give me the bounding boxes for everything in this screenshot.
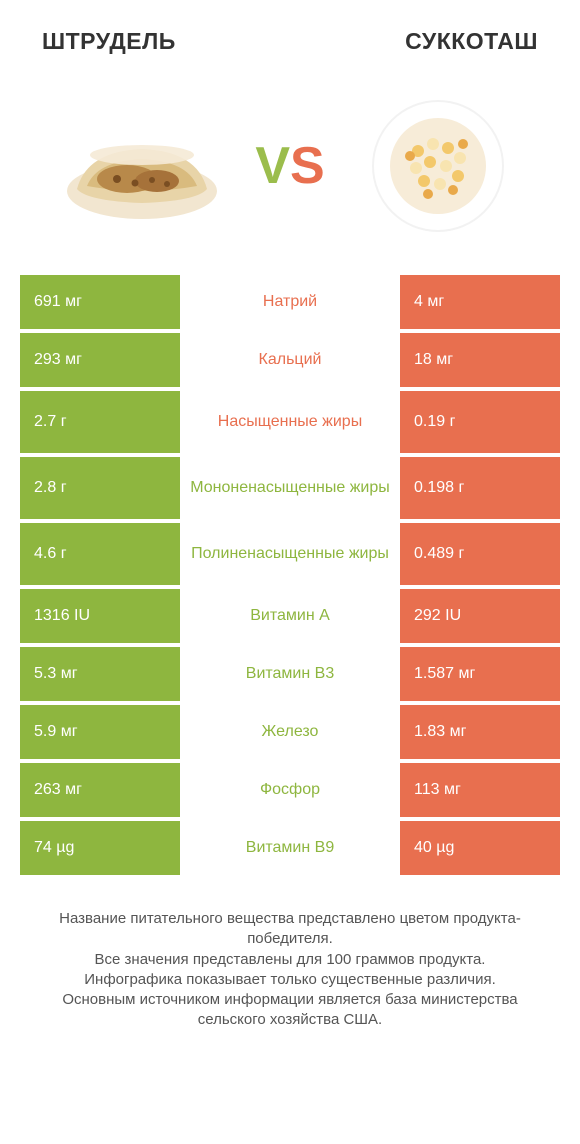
value-left: 293 мг bbox=[20, 333, 180, 387]
header-row: ШТРУДЕЛЬ СУККОТАШ bbox=[0, 0, 580, 55]
value-left: 263 мг bbox=[20, 763, 180, 817]
nutrient-label: Насыщенные жиры bbox=[180, 391, 400, 453]
images-row: VS bbox=[0, 91, 580, 241]
value-right: 40 µg bbox=[400, 821, 560, 875]
footer-line: Название питательного вещества представл… bbox=[28, 909, 552, 950]
table-row: 5.3 мгВитамин B31.587 мг bbox=[20, 647, 560, 701]
value-left: 74 µg bbox=[20, 821, 180, 875]
nutrient-label: Полиненасыщенные жиры bbox=[180, 523, 400, 585]
footer-line: Все значения представлены для 100 граммо… bbox=[28, 950, 552, 970]
value-right: 1.587 мг bbox=[400, 647, 560, 701]
value-left: 2.8 г bbox=[20, 457, 180, 519]
nutrient-label: Натрий bbox=[180, 275, 400, 329]
value-right: 4 мг bbox=[400, 275, 560, 329]
vs-v-letter: V bbox=[255, 137, 290, 195]
vs-s-letter: S bbox=[290, 137, 325, 195]
nutrition-table: 691 мгНатрий4 мг293 мгКальций18 мг2.7 гН… bbox=[20, 275, 560, 875]
table-row: 263 мгФосфор113 мг bbox=[20, 763, 560, 817]
value-right: 0.19 г bbox=[400, 391, 560, 453]
value-right: 18 мг bbox=[400, 333, 560, 387]
table-row: 74 µgВитамин B940 µg bbox=[20, 821, 560, 875]
table-row: 293 мгКальций18 мг bbox=[20, 333, 560, 387]
footer-line: Инфографика показывает только существенн… bbox=[28, 970, 552, 990]
food-image-right bbox=[353, 101, 523, 231]
table-row: 691 мгНатрий4 мг bbox=[20, 275, 560, 329]
title-right: СУККОТАШ bbox=[405, 28, 538, 55]
value-left: 4.6 г bbox=[20, 523, 180, 585]
table-row: 4.6 гПолиненасыщенные жиры0.489 г bbox=[20, 523, 560, 585]
nutrient-label: Витамин A bbox=[180, 589, 400, 643]
title-left: ШТРУДЕЛЬ bbox=[42, 28, 176, 55]
value-left: 5.3 мг bbox=[20, 647, 180, 701]
nutrient-label: Мононенасыщенные жиры bbox=[180, 457, 400, 519]
value-right: 292 IU bbox=[400, 589, 560, 643]
vs-label: VS bbox=[255, 140, 324, 192]
table-row: 1316 IUВитамин A292 IU bbox=[20, 589, 560, 643]
footer-line: Основным источником информации является … bbox=[28, 990, 552, 1031]
nutrient-label: Витамин B9 bbox=[180, 821, 400, 875]
table-row: 2.8 гМононенасыщенные жиры0.198 г bbox=[20, 457, 560, 519]
value-left: 2.7 г bbox=[20, 391, 180, 453]
value-left: 5.9 мг bbox=[20, 705, 180, 759]
value-right: 113 мг bbox=[400, 763, 560, 817]
nutrient-label: Железо bbox=[180, 705, 400, 759]
table-row: 2.7 гНасыщенные жиры0.19 г bbox=[20, 391, 560, 453]
nutrient-label: Витамин B3 bbox=[180, 647, 400, 701]
table-row: 5.9 мгЖелезо1.83 мг bbox=[20, 705, 560, 759]
value-left: 691 мг bbox=[20, 275, 180, 329]
footer-notes: Название питательного вещества представл… bbox=[28, 909, 552, 1031]
nutrient-label: Кальций bbox=[180, 333, 400, 387]
food-image-left bbox=[57, 101, 227, 231]
value-right: 0.198 г bbox=[400, 457, 560, 519]
value-left: 1316 IU bbox=[20, 589, 180, 643]
value-right: 1.83 мг bbox=[400, 705, 560, 759]
nutrient-label: Фосфор bbox=[180, 763, 400, 817]
value-right: 0.489 г bbox=[400, 523, 560, 585]
